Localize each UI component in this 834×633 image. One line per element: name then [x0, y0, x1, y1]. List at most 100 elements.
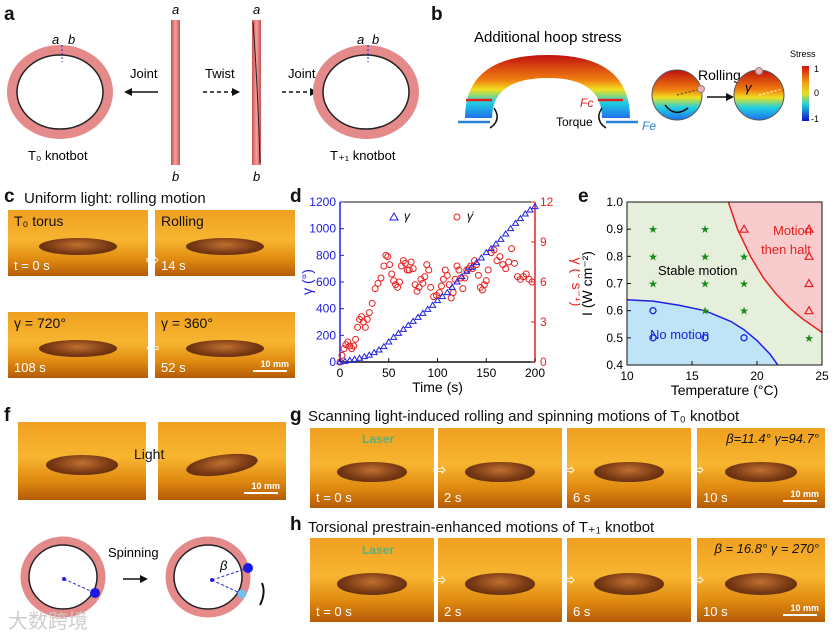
photo-time-label: t = 0 s [316, 490, 352, 505]
rate-point [363, 315, 371, 323]
halt-point [803, 223, 815, 233]
arrow-right-icon: ⇨ [562, 462, 576, 479]
rate-point [461, 274, 469, 282]
h-laser-label: Laser [362, 543, 395, 557]
gamma-point [521, 210, 530, 217]
scale-bar-label: 10 mm [260, 359, 289, 369]
rate-point [413, 287, 421, 295]
region-label-halt-1: Motion [773, 223, 812, 238]
photo-time-label: 2 s [444, 490, 462, 505]
stable-point: ★ [739, 306, 749, 318]
gamma-point [384, 338, 393, 345]
g-photo-3: β=11.4° γ=94.7° 10 s 10 mm [697, 428, 825, 508]
gamma-point [423, 305, 432, 312]
rate-point [344, 338, 352, 346]
torque-arrow-icon [489, 107, 498, 129]
rate-point [395, 278, 403, 286]
no-motion-point [649, 307, 657, 315]
photo-time-label: t = 0 s [316, 604, 352, 619]
spinning-label: Spinning [108, 545, 159, 560]
photo-time-label: 2 s [444, 604, 462, 619]
rate-point [528, 278, 536, 286]
rate-point [496, 253, 504, 261]
panel-label-c: c [4, 186, 15, 207]
ring-end-b: b [68, 32, 75, 47]
rate-point [427, 283, 435, 291]
halt-point [738, 223, 750, 233]
no-motion-point [740, 334, 748, 342]
gamma-point [355, 354, 364, 361]
rod2-end-a: a [253, 2, 260, 17]
y-tick-label: 1000 [309, 222, 336, 236]
knotbot-object [465, 573, 535, 596]
gamma-point [496, 235, 505, 242]
rate-point [480, 281, 488, 289]
arrow-right-icon: ⇨ [562, 572, 576, 589]
gamma-point [462, 267, 471, 274]
rate-point [505, 258, 513, 266]
stable-point: ★ [739, 279, 749, 291]
halt-boundary [727, 201, 823, 334]
gamma-point [492, 240, 500, 247]
joint-label-2: Joint [288, 66, 316, 81]
gamma-point [433, 296, 442, 304]
rate-point [409, 265, 417, 273]
y-tick-label: 0.5 [606, 331, 623, 345]
region-no-motion [627, 299, 778, 365]
ring-after [165, 536, 265, 618]
rate-point [384, 253, 392, 261]
gamma-angle-label: γ [745, 80, 753, 95]
rate-point [445, 281, 453, 289]
rate-point [459, 285, 467, 293]
legend-gamma-marker [389, 211, 399, 221]
photo-time-label: 14 s [161, 258, 186, 273]
gamma-point [389, 333, 398, 340]
g-laser-label: Laser [362, 432, 395, 446]
gamma-point [428, 301, 437, 308]
photo-label: γ = 360° [161, 315, 213, 331]
panel-label-e: e [578, 186, 589, 207]
x-axis-label: Temperature (°C) [671, 382, 779, 398]
rate-point [453, 262, 461, 270]
rod1-end-b: b [172, 169, 179, 184]
hoop-arch [465, 55, 630, 118]
knotbot-object [38, 237, 118, 255]
scale-bar [244, 492, 278, 494]
arrow-left-icon: ⇦ [146, 340, 160, 357]
gamma-point [399, 325, 408, 332]
stable-point: ★ [739, 251, 749, 263]
arrow-right-icon: ⇨ [146, 252, 160, 269]
gamma-point [360, 352, 369, 360]
rate-point [338, 351, 346, 359]
rate-point [415, 283, 423, 291]
panel-label-h: h [290, 514, 302, 535]
panel-label-b: b [431, 4, 443, 25]
chart-e: 10 15 20 25 0.4 0.5 0.6 0.7 0.8 0.9 1.0 Temperature… [579, 195, 829, 398]
rate-point [449, 289, 457, 297]
photo-time-label: 108 s [14, 360, 46, 375]
t1-knotbot-label: T₊₁ knotbot [330, 148, 396, 163]
stable-point: ★ [648, 224, 658, 236]
g-photo-2: 6 s [567, 428, 691, 508]
h-photo-0: t = 0 s [310, 538, 434, 622]
stable-point: ★ [700, 224, 710, 236]
panel-h-title: Torsional prestrain-enhanced motions of … [308, 519, 655, 536]
ring-end-a: a [52, 32, 59, 47]
gamma-point [409, 317, 418, 324]
y-tick-label: 0.4 [606, 358, 623, 372]
beta-angle-label: β [219, 558, 228, 573]
photo-angle-readout: β=11.4° γ=94.7° [726, 431, 819, 446]
rate-point [352, 335, 360, 343]
scale-bar [253, 370, 287, 372]
chart-d: 0 50 100 150 200020040060080010001200036912T… [299, 195, 580, 395]
arrow-right-icon [123, 575, 148, 583]
c-photo-3: γ = 360° 52 s 10 mm [155, 312, 295, 378]
y2-tick-label: 6 [540, 275, 547, 289]
scale-bar [783, 614, 817, 616]
legend-rate-label: γ̇ [467, 209, 474, 223]
arrow-right-icon: ⇨ [691, 462, 705, 479]
gamma-point [340, 357, 349, 364]
arrow-right-icon: ⇨ [433, 572, 447, 589]
gamma-point [531, 202, 539, 210]
light-label: Light [134, 446, 165, 462]
